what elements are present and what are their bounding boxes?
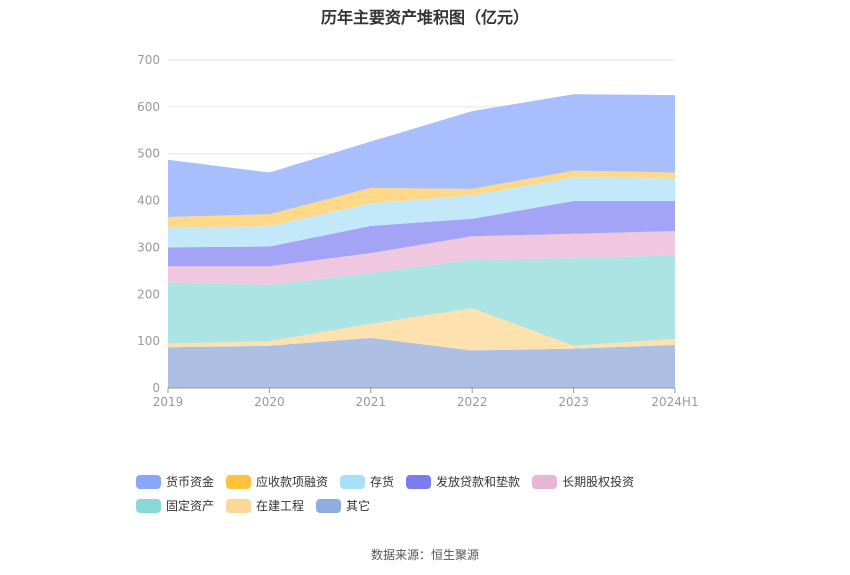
legend-label: 发放贷款和垫款	[436, 475, 521, 489]
y-tick-label: 300	[137, 240, 160, 254]
x-tick-label: 2021	[356, 395, 387, 409]
area-series	[168, 94, 675, 388]
area-其它	[168, 337, 675, 388]
stacked-area-chart: 0 100 200 300 400 500 600 700 2019 2020 2021 2022 20…	[137, 53, 699, 409]
legend-swatch	[340, 474, 366, 489]
legend-label: 应收款项融资	[256, 475, 329, 489]
x-tick-label: 2023	[558, 395, 589, 409]
legend-label: 固定资产	[166, 499, 215, 513]
legend-swatch	[136, 474, 161, 489]
legend-label: 长期股权投资	[562, 475, 635, 489]
area-固定资产	[168, 255, 675, 346]
y-tick-label: 500	[137, 147, 160, 161]
area-应收款项融资	[168, 170, 675, 228]
area-存货	[168, 177, 675, 248]
x-tick-label: 2020	[254, 395, 285, 409]
legend-item[interactable]: 发放贷款和垫款	[406, 473, 520, 490]
legend-swatch	[406, 474, 432, 489]
area-发放贷款和垫款	[168, 201, 675, 267]
legend-label: 其它	[346, 499, 371, 513]
area-长期股权投资	[168, 231, 675, 285]
legend-label: 在建工程	[256, 499, 305, 513]
y-tick-label: 200	[137, 287, 160, 301]
legend-item[interactable]: 其它	[316, 497, 370, 514]
legend-item[interactable]: 长期股权投资	[532, 473, 634, 490]
x-tick-label: 2019	[153, 395, 184, 409]
legend-item[interactable]: 在建工程	[226, 497, 304, 514]
x-tick-label: 2022	[457, 395, 488, 409]
area-在建工程	[168, 308, 675, 351]
chart-title: 历年主要资产堆积图（亿元）	[320, 8, 529, 27]
y-tick-label: 700	[137, 53, 160, 67]
legend-item[interactable]: 应收款项融资	[226, 473, 328, 490]
y-tick-label: 600	[137, 100, 160, 114]
legend-item[interactable]: 存货	[340, 473, 394, 490]
legend-swatch	[226, 474, 252, 489]
legend-item[interactable]: 货币资金	[136, 473, 214, 490]
legend-label: 货币资金	[166, 475, 215, 489]
y-tick-label: 0	[152, 381, 160, 395]
legend-swatch	[316, 498, 342, 513]
x-tick-label: 2024H1	[651, 395, 698, 409]
source-note: 数据来源：恒生聚源	[370, 548, 479, 562]
legend-item[interactable]: 固定资产	[136, 497, 214, 514]
legend-swatch	[532, 474, 558, 489]
legend-swatch	[226, 498, 252, 513]
legend: 货币资金 应收款项融资 存货 发放贷款和垫款 长期股权投资固定资产 在建工程 其它	[136, 473, 736, 514]
y-tick-label: 100	[137, 334, 160, 348]
area-货币资金	[168, 94, 675, 217]
axes: 0 100 200 300 400 500 600 700 2019 2020 2021 2022 20…	[137, 53, 699, 409]
legend-label: 存货	[370, 475, 395, 489]
legend-swatch	[136, 498, 161, 513]
y-tick-label: 400	[137, 194, 160, 208]
